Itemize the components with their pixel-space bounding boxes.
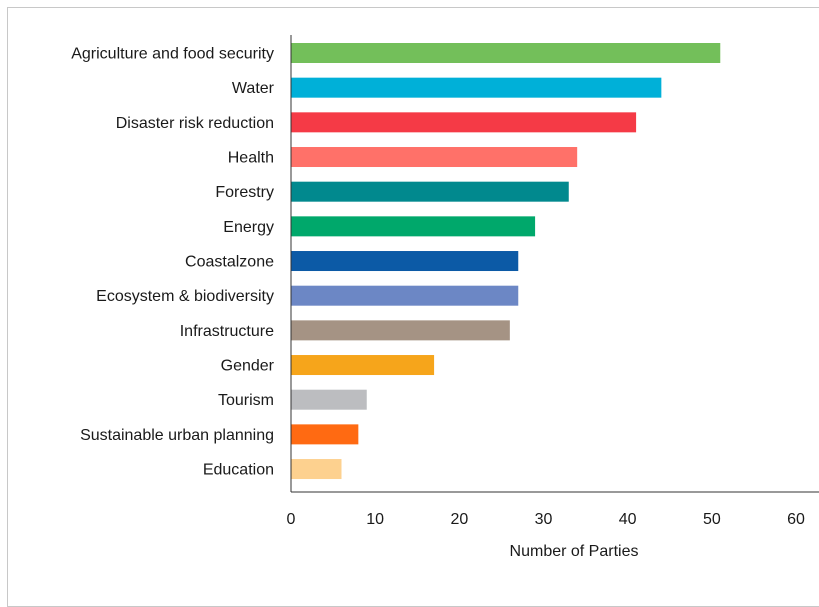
- x-tick-label: 60: [787, 511, 805, 528]
- x-axis-title: Number of Parties: [510, 543, 639, 560]
- category-label: Coastalzone: [185, 254, 274, 271]
- x-tick-label: 10: [366, 511, 384, 528]
- x-tick-label: 50: [703, 511, 721, 528]
- category-label: Agriculture and food security: [71, 46, 274, 63]
- x-tick-label: 30: [535, 511, 553, 528]
- category-label: Education: [203, 462, 274, 479]
- x-tick-label: 20: [450, 511, 468, 528]
- bar-5: [291, 216, 536, 237]
- category-label: Water: [232, 80, 275, 97]
- category-label: Ecosystem & biodiversity: [96, 288, 274, 305]
- bar-11: [291, 424, 359, 445]
- bar-4: [291, 181, 569, 202]
- bar-chart: Agriculture and food security Water Disast…: [71, 35, 819, 560]
- category-label: Energy: [223, 219, 274, 236]
- category-label: Sustainable urban planning: [80, 427, 274, 444]
- bar-12: [291, 459, 342, 480]
- bar-8: [291, 320, 510, 341]
- bar-1: [291, 77, 662, 98]
- category-label: Tourism: [218, 392, 274, 409]
- bar-0: [291, 43, 721, 63]
- bar-2: [291, 112, 637, 133]
- category-label: Infrastructure: [180, 323, 274, 340]
- category-labels: Agriculture and food security Water Disast…: [71, 46, 274, 479]
- bars-group: [291, 43, 721, 480]
- bar-10: [291, 389, 367, 410]
- category-label: Forestry: [215, 184, 274, 201]
- bar-7: [291, 285, 519, 306]
- category-label: Gender: [221, 358, 275, 375]
- bar-9: [291, 355, 435, 376]
- bar-6: [291, 251, 519, 272]
- bar-3: [291, 147, 578, 168]
- category-label: Health: [228, 150, 274, 167]
- x-tick-label: 0: [287, 511, 296, 528]
- x-tick-label: 40: [619, 511, 637, 528]
- category-label: Disaster risk reduction: [116, 115, 274, 132]
- x-tick-labels: 0 10 20 30 40 50 60: [287, 511, 805, 528]
